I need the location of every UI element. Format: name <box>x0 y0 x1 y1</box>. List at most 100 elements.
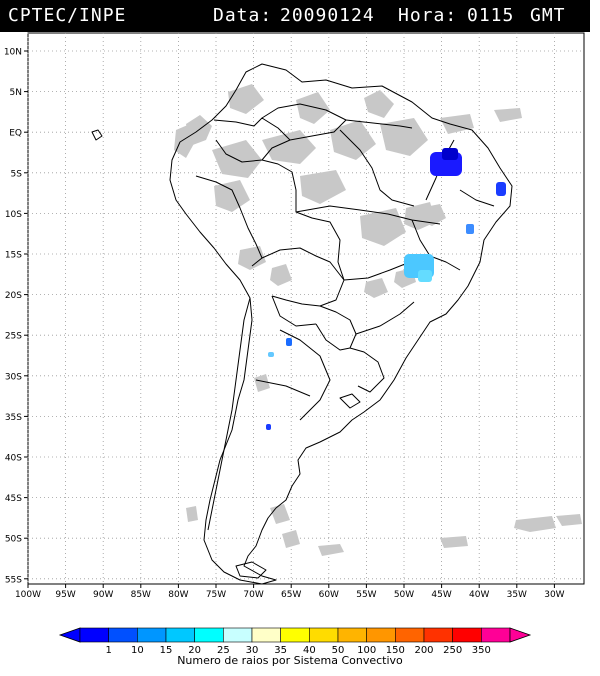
colorbar-swatch <box>108 627 138 643</box>
lat-label: EQ <box>9 129 22 139</box>
border-argentina-provinces-2 <box>255 379 311 397</box>
lon-label: 75W <box>206 590 226 600</box>
border-brazil-states-2 <box>295 205 441 225</box>
lightning-map: 10N 5N EQ 5S 10S 15S 20S 25S 30S 35S 40S 45S 50S 55S 1… <box>4 32 585 667</box>
border-peru <box>195 175 263 267</box>
convective-cell-northeast-2 <box>442 148 458 160</box>
map-frame <box>27 32 585 585</box>
colorbar-swatch <box>309 627 339 643</box>
graticule: 10N 5N EQ 5S 10S 15S 20S 25S 30S 35S 40S 45S 50S 55S 1… <box>4 33 584 600</box>
source-label: CPTEC/INPE <box>8 5 127 26</box>
lon-label: 90W <box>93 590 113 600</box>
lat-label: 30S <box>5 372 22 382</box>
date-label: Data: <box>213 5 273 26</box>
colorbar-tick-label: 35 <box>274 645 287 656</box>
border-chile <box>207 297 251 531</box>
colorbar-tick-label: 20 <box>188 645 201 656</box>
south-america-coastline <box>169 63 513 585</box>
colorbar-swatch <box>137 627 167 643</box>
lat-label: 50S <box>5 535 22 545</box>
convective-cell-argentina-central <box>266 424 271 430</box>
colorbar-tick-label: 15 <box>160 645 173 656</box>
border-uruguay <box>349 347 385 393</box>
colorbar-arrow-left <box>58 627 81 643</box>
colorbar-tick-label: 100 <box>357 645 376 656</box>
tierra-del-fuego <box>235 561 267 579</box>
lat-label: 40S <box>5 454 22 464</box>
colorbar: 1 10 15 20 25 30 35 40 50 100 150 200 250 350 <box>58 627 532 656</box>
convective-systems <box>266 148 506 430</box>
border-argentina <box>271 295 317 327</box>
lon-label: 70W <box>243 590 263 600</box>
lon-label: 35W <box>507 590 527 600</box>
colorbar-tick-label: 350 <box>472 645 491 656</box>
convective-cell-minas-2 <box>418 270 432 282</box>
lat-label: 35S <box>5 413 22 423</box>
timezone-label: GMT <box>530 5 566 26</box>
lat-label: 5S <box>11 169 23 179</box>
colorbar-swatch <box>223 627 253 643</box>
border-brazil-states-7 <box>459 189 495 207</box>
border-paraguay <box>315 305 357 351</box>
falkland-islands <box>339 393 361 409</box>
border-guianas <box>345 119 413 129</box>
lon-label: 95W <box>55 590 75 600</box>
convective-cell-argentina-north-2 <box>268 352 274 357</box>
lat-label: 25S <box>5 332 22 342</box>
colorbar-swatch <box>337 627 367 643</box>
colorbar-tick-label: 1 <box>105 645 111 656</box>
time-label: Hora: <box>398 5 458 26</box>
lon-label: 55W <box>356 590 376 600</box>
colorbar-swatch <box>423 627 453 643</box>
colorbar-swatch <box>165 627 195 643</box>
lat-label: 5N <box>10 88 22 98</box>
colorbar-swatch <box>395 627 425 643</box>
convective-cell-argentina-north <box>286 338 292 346</box>
lat-label: 15S <box>5 251 22 261</box>
colorbar-swatch <box>481 627 511 643</box>
colorbar-swatch <box>366 627 396 643</box>
lon-label: 80W <box>168 590 188 600</box>
lon-label: 85W <box>131 590 151 600</box>
colorbar-tick-label: 200 <box>414 645 433 656</box>
lon-label: 30W <box>544 590 564 600</box>
colorbar-swatch <box>79 627 109 643</box>
lat-label: 20S <box>5 291 22 301</box>
lat-label: 55S <box>5 575 22 585</box>
lon-label: 100W <box>15 590 41 600</box>
lat-label: 10N <box>4 48 22 58</box>
lon-label: 60W <box>319 590 339 600</box>
lon-label: 40W <box>469 590 489 600</box>
border-argentina-provinces <box>279 329 331 421</box>
galapagos-islands <box>91 129 103 141</box>
convective-cell-east <box>496 182 506 196</box>
colorbar-tick-label: 10 <box>131 645 144 656</box>
lon-label: 45W <box>431 590 451 600</box>
border-brazil-west <box>261 159 345 281</box>
colorbar-arrow-right <box>509 627 532 643</box>
lon-label: 50W <box>394 590 414 600</box>
lat-label: 45S <box>5 494 22 504</box>
border-brazil-states-5 <box>355 301 415 335</box>
border-brazil-states-4 <box>343 261 411 281</box>
border-venezuela <box>261 103 347 141</box>
lon-label: 65W <box>281 590 301 600</box>
colorbar-swatch <box>194 627 224 643</box>
colorbar-tick-label: 250 <box>443 645 462 656</box>
convective-cell-bahia <box>466 224 474 234</box>
map-header: CPTEC/INPE Data: 20090124 Hora: 0115 GMT <box>0 0 590 32</box>
country-borders <box>91 63 513 585</box>
colorbar-tick-label: 30 <box>246 645 259 656</box>
colorbar-swatch <box>251 627 281 643</box>
date-value: 20090124 <box>280 5 375 26</box>
time-value: 0115 <box>467 5 515 26</box>
colorbar-swatch <box>280 627 310 643</box>
colorbar-tick-label: 150 <box>386 645 405 656</box>
colorbar-tick-label: 25 <box>217 645 230 656</box>
colorbar-title: Numero de raios por Sistema Convectivo <box>177 654 403 667</box>
colorbar-swatch <box>452 627 482 643</box>
lat-label: 10S <box>5 210 22 220</box>
colorbar-tick-label: 40 <box>303 645 316 656</box>
border-brazil-states-1 <box>339 129 415 207</box>
colorbar-tick-label: 50 <box>332 645 345 656</box>
